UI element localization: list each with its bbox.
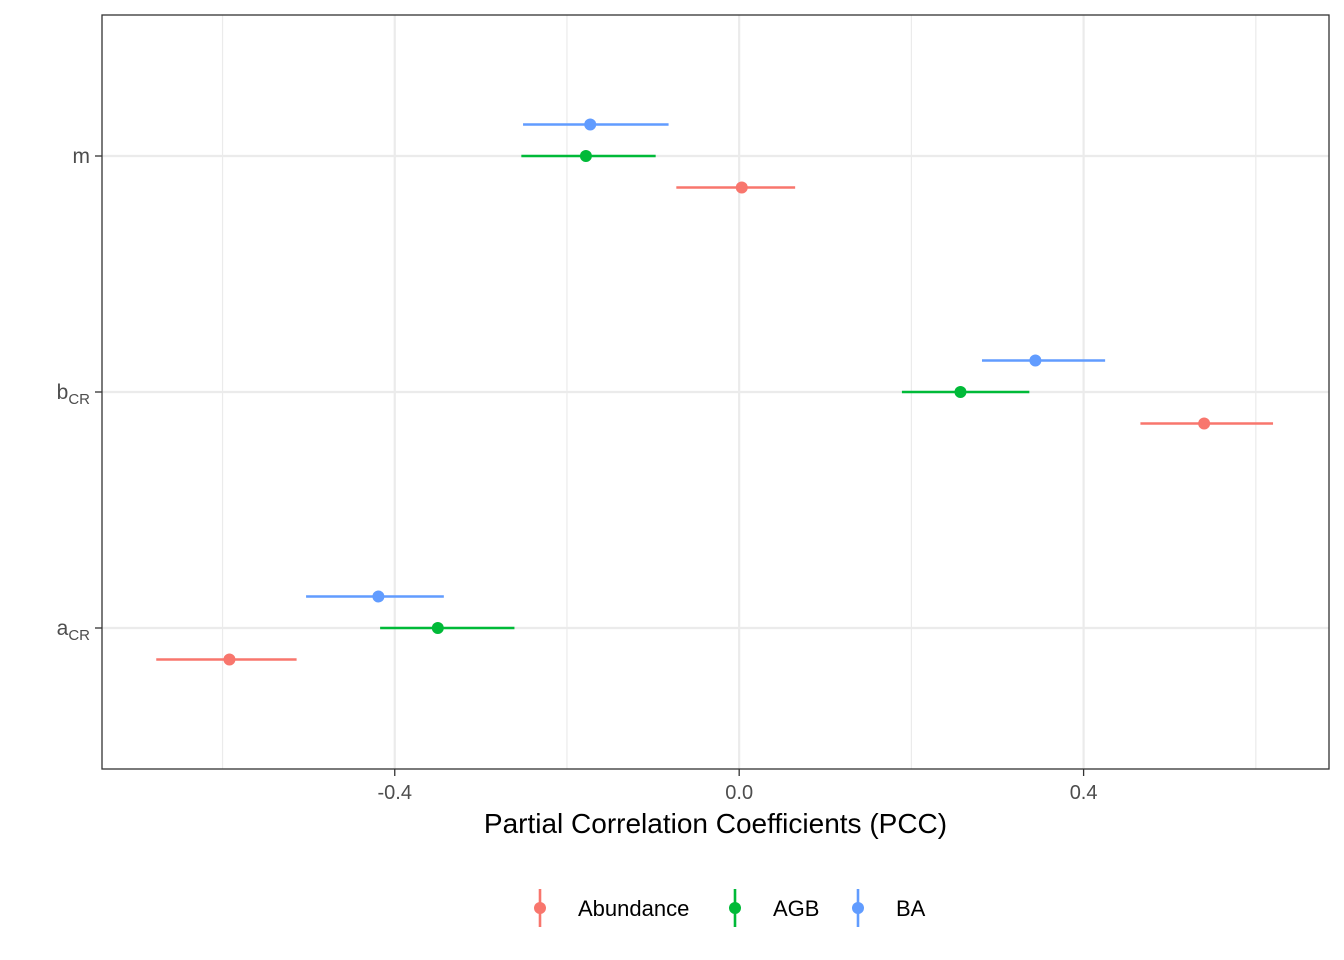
- legend: Abundance AGB BA: [534, 889, 926, 927]
- data-point: [584, 118, 597, 131]
- data-point: [223, 653, 236, 666]
- x-tick-label: -0.4: [378, 782, 412, 804]
- y-tick-label-main: m: [73, 145, 91, 168]
- legend-label: Abundance: [578, 896, 689, 921]
- legend-key-point: [852, 902, 864, 914]
- legend-item-agb: AGB: [729, 889, 819, 927]
- legend-label: BA: [896, 896, 926, 921]
- series-abundance: [156, 181, 1274, 666]
- data-point: [954, 386, 967, 398]
- legend-key-point: [729, 902, 741, 914]
- series-agb: [380, 150, 1030, 634]
- data-point: [1029, 354, 1042, 367]
- grid-major: [102, 15, 1329, 769]
- legend-key-point: [534, 902, 546, 914]
- data-point: [735, 181, 748, 194]
- y-tick-label-m: m: [73, 145, 91, 168]
- data-point: [372, 590, 385, 603]
- y-tick-label-bCR: bCR: [57, 381, 91, 408]
- x-tick-label: 0.4: [1070, 782, 1098, 804]
- series-ba: [306, 118, 1106, 603]
- y-tick-label-subscript: CR: [68, 627, 90, 644]
- x-tick-label: 0.0: [725, 782, 753, 804]
- data-point: [431, 622, 444, 634]
- y-tick-label-main: b: [57, 381, 69, 404]
- x-axis-title: Partial Correlation Coefficients (PCC): [484, 808, 947, 839]
- y-tick-label-aCR: aCR: [57, 617, 91, 644]
- legend-label: AGB: [773, 896, 819, 921]
- series-layer: [156, 118, 1274, 666]
- legend-item-ba: BA: [852, 889, 926, 927]
- data-point: [579, 150, 592, 162]
- y-tick-label-subscript: CR: [68, 391, 90, 408]
- data-point: [1198, 417, 1211, 430]
- x-axis: -0.4 0.0 0.4: [378, 769, 1098, 804]
- y-tick-label-main: a: [57, 617, 69, 640]
- legend-item-abundance: Abundance: [534, 889, 689, 927]
